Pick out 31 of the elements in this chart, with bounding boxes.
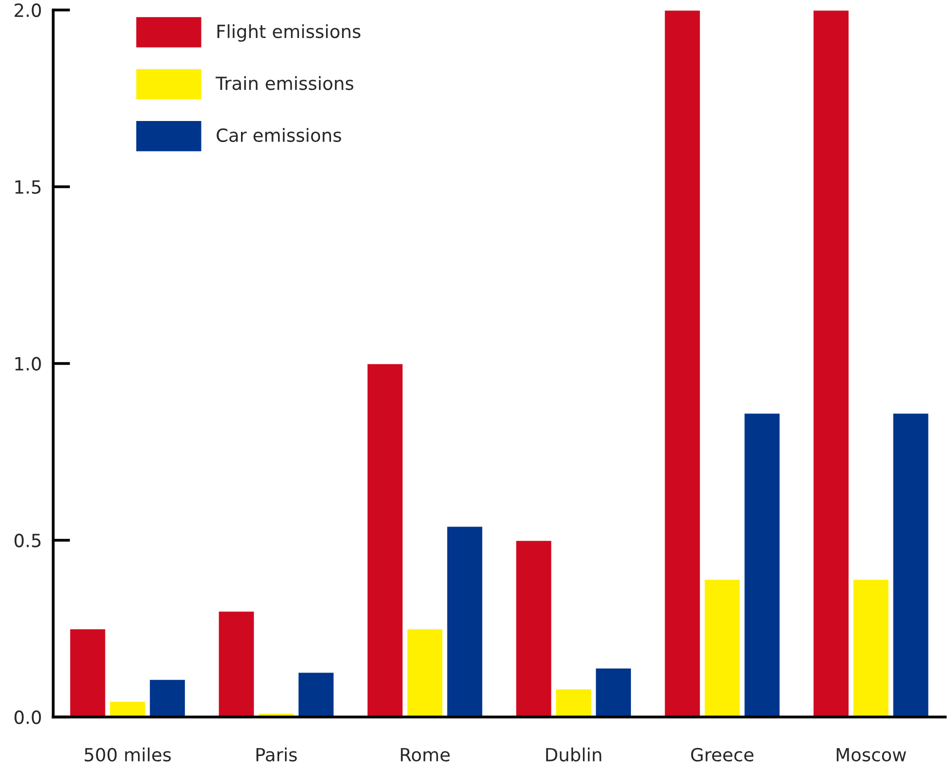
y-tick-label: 1.0	[15, 356, 41, 371]
x-tick-label: Rome	[400, 748, 450, 762]
y-tick-label: 2.0	[14, 3, 41, 18]
bar	[406, 628, 444, 717]
bar	[554, 688, 592, 717]
bar	[743, 412, 781, 717]
x-tick-label: 500 miles	[84, 748, 171, 762]
bar	[892, 412, 930, 717]
legend-label: Car emissions	[216, 128, 342, 142]
y-tick-label: 0.0	[14, 710, 41, 724]
bar	[812, 10, 850, 717]
bar	[514, 540, 553, 717]
y-tick-label: 0.5	[14, 534, 41, 548]
bar	[68, 628, 107, 717]
x-tick-label: Greece	[691, 748, 754, 762]
bar	[108, 700, 146, 717]
bar	[852, 578, 890, 717]
x-tick-label: Dublin	[546, 748, 602, 762]
bar	[148, 678, 186, 717]
bar	[217, 610, 256, 717]
bar	[594, 667, 632, 717]
bar	[663, 10, 702, 717]
x-tick-label: Paris	[256, 748, 297, 762]
bar	[703, 578, 742, 717]
y-tick-label: 1.5	[15, 180, 41, 194]
bar	[366, 362, 404, 717]
legend-label: Train emissions	[216, 76, 354, 90]
legend-label: Flight emissions	[217, 24, 360, 42]
bar	[297, 671, 335, 717]
bar	[446, 525, 484, 717]
x-tick-label: Moscow	[836, 748, 906, 762]
